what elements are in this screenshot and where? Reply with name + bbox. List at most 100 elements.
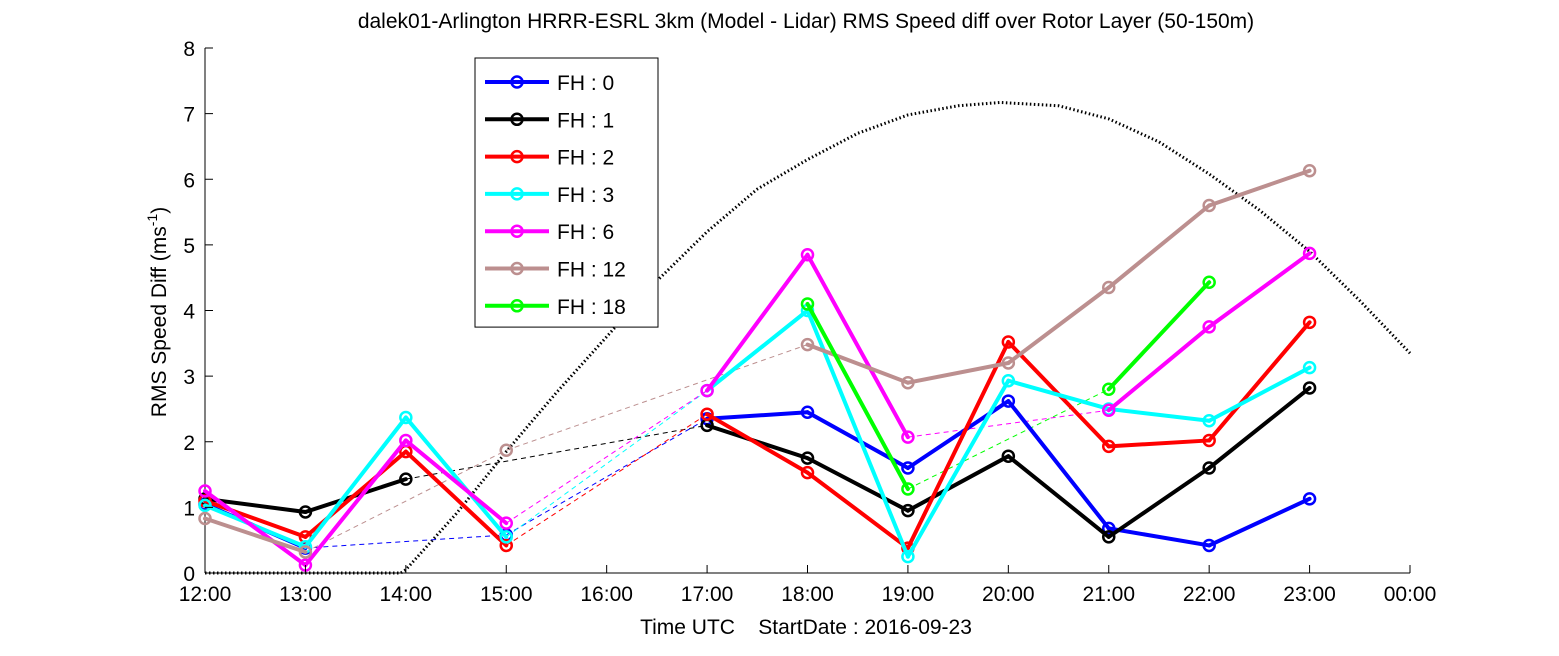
x-tick-label: 17:00 <box>681 583 734 606</box>
series-line-segment <box>805 301 910 491</box>
legend-label: FH : 12 <box>557 259 626 282</box>
series-line-segment <box>403 415 509 539</box>
y-tick-label: 6 <box>183 169 195 192</box>
data-point-marker <box>198 498 212 513</box>
series-line-segment <box>905 378 1011 559</box>
data-point-marker <box>901 549 915 564</box>
x-tick-label: 23:00 <box>1283 583 1336 606</box>
data-point-marker <box>1001 394 1016 408</box>
data-point-marker <box>1202 461 1216 475</box>
data-point-marker <box>1202 414 1216 428</box>
data-point-marker <box>901 503 915 518</box>
legend-swatch-marker <box>510 75 524 89</box>
data-point-marker <box>1102 521 1116 536</box>
data-point-marker <box>700 383 714 398</box>
legend-label: FH : 0 <box>557 72 614 95</box>
legend-entry: FH : 3 <box>485 184 614 207</box>
y-tick-label: 0 <box>183 563 195 586</box>
series-line-segment <box>905 454 1011 513</box>
legend-label: FH : 3 <box>557 184 614 207</box>
tick-layer: 12:00 13:00 14:00 15:00 16:00 17:00 18:00 19:00… <box>179 38 1437 606</box>
data-point-marker <box>1102 382 1116 396</box>
data-point-marker <box>1202 433 1216 448</box>
series-line-segment <box>203 498 308 539</box>
data-point-marker <box>1302 381 1317 395</box>
series-gap-connector <box>505 390 708 524</box>
legend-swatch-marker <box>510 299 524 313</box>
data-point-marker <box>800 337 815 352</box>
data-point-marker <box>1001 356 1016 370</box>
series-line-segment <box>1106 438 1212 449</box>
series-fh-6 <box>198 246 1317 572</box>
series-line-segment <box>1207 385 1312 470</box>
series-line-segment <box>805 456 910 513</box>
data-point-marker <box>499 530 513 544</box>
series-line-segment <box>705 410 810 421</box>
y-axis-label-superscript: -1 <box>144 214 160 227</box>
chart-title: dalek01-Arlington HRRR-ESRL 3km (Model -… <box>358 10 1254 33</box>
y-tick-label: 5 <box>183 235 195 258</box>
legend-swatch-marker <box>510 149 524 164</box>
data-point-marker <box>1001 449 1016 463</box>
data-point-marker <box>1102 280 1116 295</box>
y-axis-label-close: ) <box>148 207 171 214</box>
data-point-marker <box>1102 403 1116 417</box>
x-axis-label: Time UTC StartDate : 2016-09-23 <box>640 616 972 639</box>
series-line-segment <box>1207 320 1312 443</box>
series-line-segment <box>1006 378 1111 411</box>
reference-curve-dotted <box>205 100 1412 575</box>
series-line-segment <box>203 488 308 568</box>
reference-curve-layer <box>205 100 1412 575</box>
y-tick-label: 2 <box>183 432 195 455</box>
legend-entry: FH : 2 <box>485 147 614 170</box>
x-tick-label: 00:00 <box>1384 583 1437 606</box>
y-tick-label: 4 <box>183 301 195 324</box>
x-tick-label: 19:00 <box>882 583 935 606</box>
series-line-segment <box>1207 251 1312 329</box>
series-fh-1-gap-connectors <box>405 424 708 480</box>
x-tick-label: 13:00 <box>279 583 332 606</box>
data-point-marker <box>800 247 815 262</box>
series-line-segment <box>705 412 810 475</box>
legend-swatch-marker <box>510 187 524 201</box>
series-line-segment <box>1106 324 1212 413</box>
series-line-segment <box>905 361 1011 385</box>
data-point-marker <box>1302 163 1317 178</box>
x-tick-label: 14:00 <box>380 583 433 606</box>
data-point-marker <box>1302 492 1317 506</box>
data-point-marker <box>1202 538 1216 553</box>
data-point-marker <box>800 405 815 419</box>
series-line-segment <box>1106 466 1212 539</box>
data-point-marker <box>700 407 714 421</box>
series-line-segment <box>403 438 509 526</box>
data-point-marker <box>800 451 815 465</box>
legend: FH : 0 FH : 1 FH : 2 FH : 3 FH : 6 FH : 12 FH … <box>474 57 659 328</box>
series-line-segment <box>705 252 810 393</box>
legend-label: FH : 2 <box>557 147 614 170</box>
series-gap-connector <box>907 409 1109 438</box>
y-tick-label: 3 <box>183 366 195 389</box>
series-line-segment <box>705 308 810 393</box>
series-fh-3-gap-connectors <box>505 390 708 538</box>
series-fh-18-gap-connectors <box>907 388 1109 490</box>
series-line-segment <box>403 449 509 548</box>
legend-entry: FH : 12 <box>485 259 626 282</box>
series-line-segment <box>1106 526 1212 548</box>
x-tick-label: 15:00 <box>480 583 533 606</box>
data-point-marker <box>901 430 915 444</box>
data-point-marker <box>1102 439 1116 454</box>
data-point-marker <box>198 511 212 526</box>
data-point-marker <box>901 375 915 390</box>
legend-swatch-marker <box>510 224 524 238</box>
data-point-marker <box>901 461 915 475</box>
x-tick-label: 20:00 <box>982 583 1035 606</box>
legend-entry: FH : 18 <box>485 296 626 319</box>
series-gap-connector <box>305 449 507 553</box>
series-fh-6-gap-connectors <box>505 390 1109 524</box>
data-point-marker <box>298 545 313 559</box>
y-axis-label-main: RMS Speed Diff (ms <box>148 226 171 417</box>
series-gap-connector <box>505 418 708 536</box>
x-tick-label: 12:00 <box>179 583 232 606</box>
data-point-marker <box>901 482 915 496</box>
